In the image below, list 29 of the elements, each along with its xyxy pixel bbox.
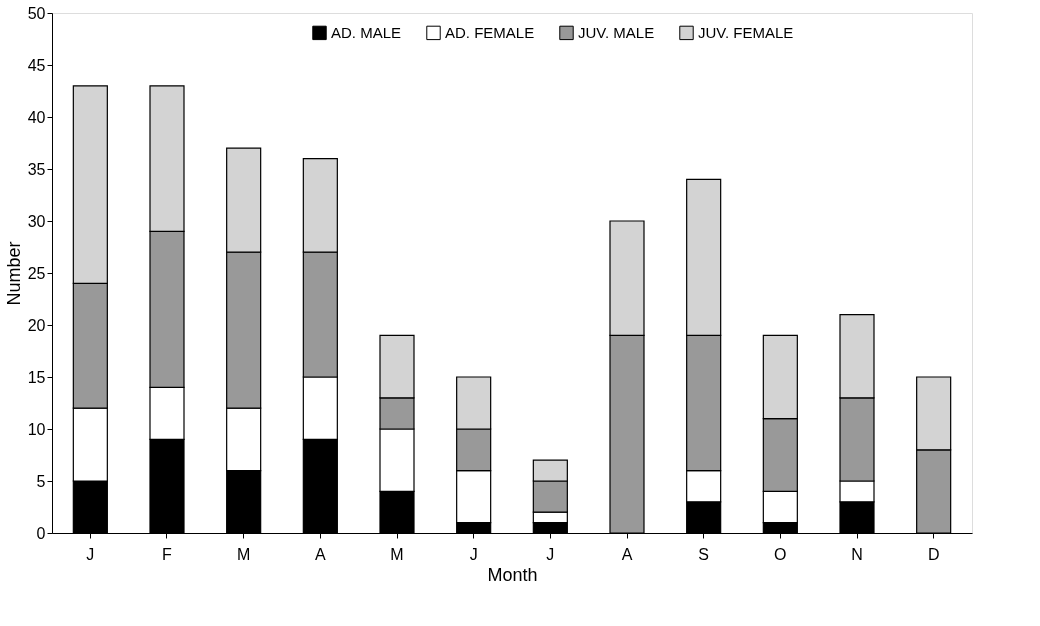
x-tick-label: M — [390, 545, 404, 563]
x-tick-label: D — [927, 545, 940, 563]
legend-label: JUV. FEMALE — [698, 23, 794, 41]
legend-label: AD. MALE — [331, 23, 402, 41]
y-axis-title: Number — [3, 241, 24, 306]
x-tick-label: J — [86, 545, 95, 563]
x-tick-label: F — [162, 545, 173, 563]
x-tick-label: N — [851, 545, 863, 563]
legend-label: AD. FEMALE — [445, 23, 535, 41]
x-tick-label: J — [546, 545, 555, 563]
x-tick-label: O — [774, 545, 787, 563]
y-tick-label: 25 — [27, 264, 46, 282]
x-axis-title: Month — [487, 564, 538, 585]
y-tick-label: 30 — [27, 212, 46, 230]
x-tick-label: A — [315, 545, 326, 563]
legend-label: JUV. MALE — [578, 23, 655, 41]
y-tick-label: 35 — [27, 160, 46, 178]
y-tick-label: 15 — [27, 368, 46, 386]
x-tick-label: A — [621, 545, 633, 563]
y-tick-label: 40 — [27, 108, 46, 126]
y-tick-label: 20 — [27, 316, 46, 334]
y-tick-label: 45 — [27, 56, 46, 74]
y-tick-label: 50 — [27, 4, 46, 22]
x-tick-label: M — [237, 545, 251, 563]
y-tick-label: 10 — [27, 420, 46, 438]
x-tick-label: J — [469, 545, 478, 563]
x-tick-label: S — [698, 545, 709, 563]
y-tick-label: 5 — [36, 472, 46, 490]
y-tick-label: 0 — [36, 524, 46, 542]
